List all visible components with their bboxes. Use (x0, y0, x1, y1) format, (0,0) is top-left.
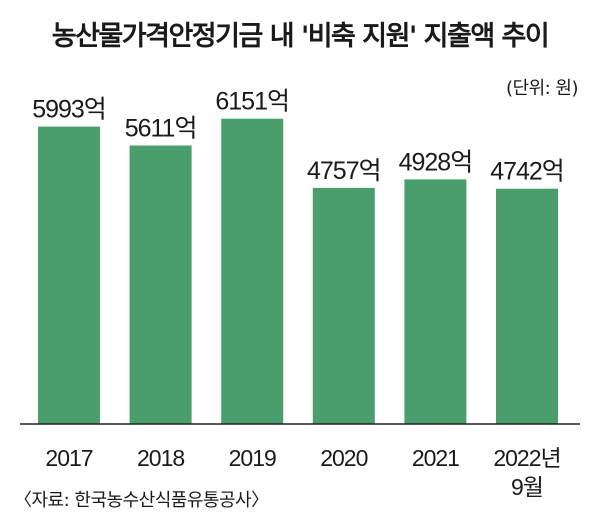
category-label-4: 2021 (412, 445, 459, 471)
bar-2 (221, 119, 283, 424)
category-label-3: 2020 (320, 445, 367, 471)
category-label-5: 2022년 9월 (493, 445, 560, 500)
bar-5 (496, 189, 558, 424)
value-label-0: 5993억 (32, 96, 106, 124)
value-label-4: 4928억 (399, 148, 473, 176)
bar-4 (404, 179, 466, 424)
category-label-0: 2017 (45, 445, 92, 471)
value-label-2: 6151억 (215, 88, 289, 116)
bar-3 (313, 188, 375, 424)
source-note: 〈자료: 한국농수산식품유통공사〉 (14, 486, 269, 512)
bar-0 (38, 127, 100, 424)
value-label-5: 4742억 (490, 158, 564, 186)
category-label-1: 2018 (137, 445, 184, 471)
value-label-3: 4757억 (307, 157, 381, 185)
category-label-2: 2019 (229, 445, 276, 471)
value-label-1: 5611억 (125, 115, 197, 143)
bar-1 (130, 146, 192, 425)
